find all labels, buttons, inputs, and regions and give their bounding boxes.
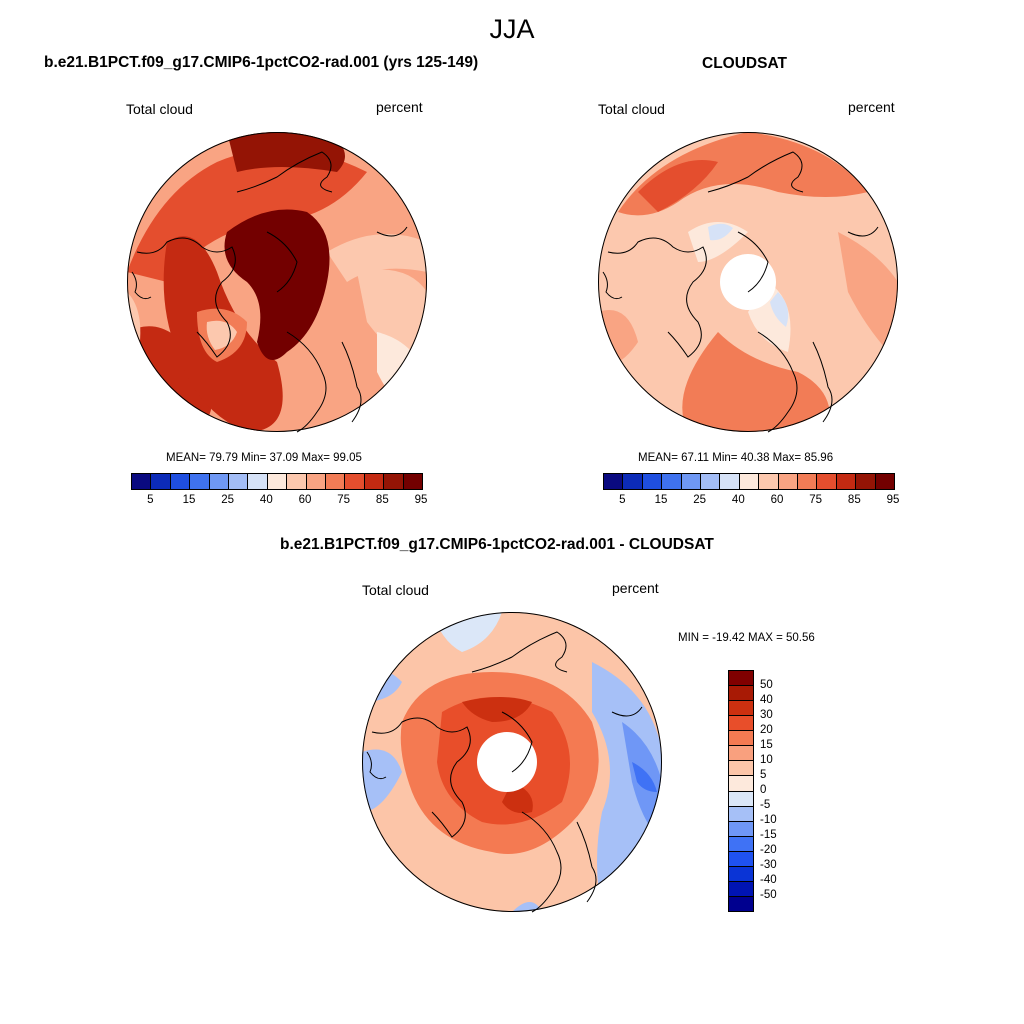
- panel-diff-colorbar: [728, 670, 754, 912]
- panel-diff-colorbar-tick-label: 0: [760, 784, 767, 796]
- panel-obs-colorbar-tick-label: 95: [886, 494, 900, 506]
- panel-model-colorbar-swatch: [306, 474, 327, 489]
- panel-diff-colorbar-tick-label: -10: [760, 814, 777, 826]
- panel-diff-colorbar-swatch: [729, 791, 753, 807]
- panel-diff-units-label: percent: [612, 580, 659, 596]
- panel-obs-colorbar-tick-label: 85: [847, 494, 861, 506]
- panel-model-colorbar-swatch: [384, 474, 404, 489]
- panel-diff-colorbar-tick-label: -50: [760, 889, 777, 901]
- panel-obs-colorbar-swatch: [701, 474, 721, 489]
- panel-model-colorbar-swatch: [209, 474, 230, 489]
- panel-obs-colorbar-swatch: [642, 474, 663, 489]
- panel-obs-units-label: percent: [848, 99, 895, 115]
- panel-model-colorbar-swatch: [248, 474, 268, 489]
- panel-diff-colorbar-tick-label: -30: [760, 859, 777, 871]
- panel-model-colorbar-tick-label: 40: [259, 494, 273, 506]
- panel-obs-left-label: Total cloud: [598, 101, 665, 117]
- panel-diff-title: b.e21.B1PCT.f09_g17.CMIP6-1pctCO2-rad.00…: [280, 536, 714, 553]
- panel-obs-colorbar-swatch: [759, 474, 779, 489]
- panel-obs-colorbar-swatch: [778, 474, 799, 489]
- panel-obs-colorbar-tick-label: 40: [731, 494, 745, 506]
- panel-obs-colorbar-tick-label: 5: [619, 494, 626, 506]
- panel-model-colorbar-swatch: [345, 474, 365, 489]
- panel-model-colorbar-swatch: [287, 474, 307, 489]
- panel-diff-colorbar-swatch: [729, 746, 753, 762]
- panel-obs-colorbar: [603, 473, 895, 490]
- panel-diff-colorbar-tick-label: 5: [760, 769, 767, 781]
- panel-model-stats: MEAN= 79.79 Min= 37.09 Max= 99.05: [166, 452, 362, 464]
- panel-diff-colorbar-swatch: [729, 716, 753, 732]
- panel-model-colorbar-swatch: [267, 474, 288, 489]
- panel-model-units-label: percent: [376, 99, 423, 115]
- panel-obs-colorbar-swatch: [623, 474, 643, 489]
- figure-title: JJA: [489, 14, 535, 44]
- panel-model-polar-map: [127, 132, 427, 433]
- panel-obs-colorbar-swatch: [720, 474, 740, 489]
- panel-diff-colorbar-tick-label: 20: [760, 724, 773, 736]
- panel-obs-colorbar-swatch: [817, 474, 837, 489]
- panel-diff-colorbar-swatch: [729, 701, 753, 717]
- panel-model-colorbar-tick-label: 15: [182, 494, 196, 506]
- panel-model-colorbar-swatch: [364, 474, 385, 489]
- panel-model-colorbar-swatch: [132, 474, 152, 489]
- panel-diff-colorbar-tick-label: 30: [760, 709, 773, 721]
- panel-diff-colorbar-tick-label: -5: [760, 799, 771, 811]
- panel-obs-colorbar-swatch: [739, 474, 760, 489]
- panel-obs-colorbar-swatch: [856, 474, 876, 489]
- panel-diff-colorbar-tick-label: -40: [760, 874, 777, 886]
- panel-model-left-label: Total cloud: [126, 101, 193, 117]
- panel-diff-colorbar-swatch: [729, 866, 753, 882]
- panel-obs-colorbar-swatch: [681, 474, 702, 489]
- panel-diff-colorbar-swatch: [729, 686, 753, 702]
- panel-obs-colorbar-swatch: [662, 474, 682, 489]
- panel-diff-colorbar-tick-label: 15: [760, 739, 773, 751]
- panel-diff-colorbar-swatch: [729, 761, 753, 777]
- panel-obs-colorbar-tick-label: 75: [809, 494, 823, 506]
- panel-diff-colorbar-swatch: [729, 896, 753, 911]
- panel-model-colorbar-tick-label: 25: [221, 494, 235, 506]
- panel-diff-colorbar-swatch: [729, 881, 753, 897]
- panel-model-title: b.e21.B1PCT.f09_g17.CMIP6-1pctCO2-rad.00…: [44, 54, 479, 71]
- panel-diff-colorbar-swatch: [729, 731, 753, 747]
- panel-diff-colorbar-swatch: [729, 776, 753, 792]
- panel-diff-colorbar-swatch: [729, 671, 753, 687]
- panel-obs-colorbar-tick-label: 60: [770, 494, 784, 506]
- panel-model-colorbar-swatch: [151, 474, 171, 489]
- panel-model-colorbar-swatch: [229, 474, 249, 489]
- panel-diff-colorbar-tick-label: -15: [760, 829, 777, 841]
- panel-model-colorbar-swatch: [403, 474, 423, 489]
- panel-obs-colorbar-swatch: [836, 474, 857, 489]
- panel-diff-colorbar-swatch: [729, 806, 753, 822]
- panel-obs-colorbar-tick-label: 25: [693, 494, 707, 506]
- panel-model-colorbar-swatch: [326, 474, 346, 489]
- panel-diff-colorbar-ticks: 50 40 30 20 15 10 5 0 -5 -10 -15 -20 -30 -40 -50: [760, 670, 800, 910]
- panel-obs-polar-map: [598, 132, 898, 433]
- panel-diff-colorbar-swatch: [729, 836, 753, 852]
- panel-model-colorbar-swatch: [190, 474, 210, 489]
- panel-obs-colorbar-swatch: [798, 474, 818, 489]
- panel-diff-left-label: Total cloud: [362, 582, 429, 598]
- panel-model-colorbar-tick-label: 85: [375, 494, 389, 506]
- panel-model-colorbar: [131, 473, 423, 490]
- panel-obs-colorbar-swatch: [875, 474, 895, 489]
- panel-obs-colorbar-ticks: 5 15 25 40 60 75 85 95: [603, 494, 899, 510]
- panel-diff-stats: MIN = -19.42 MAX = 50.56: [678, 632, 815, 644]
- panel-model-colorbar-tick-label: 5: [147, 494, 154, 506]
- panel-model-colorbar-swatch: [170, 474, 191, 489]
- panel-obs-colorbar-swatch: [604, 474, 624, 489]
- panel-diff-colorbar-tick-label: 50: [760, 679, 773, 691]
- panel-obs-colorbar-tick-label: 15: [654, 494, 668, 506]
- panel-diff-colorbar-swatch: [729, 851, 753, 867]
- panel-obs-stats: MEAN= 67.11 Min= 40.38 Max= 85.96: [638, 452, 834, 464]
- panel-diff-colorbar-swatch: [729, 821, 753, 837]
- panel-diff-colorbar-tick-label: -20: [760, 844, 777, 856]
- panel-model-colorbar-tick-label: 95: [414, 494, 428, 506]
- panel-diff-colorbar-tick-label: 40: [760, 694, 773, 706]
- panel-diff-polar-map: [362, 612, 662, 913]
- panel-diff-colorbar-tick-label: 10: [760, 754, 773, 766]
- panel-model-colorbar-tick-label: 75: [337, 494, 351, 506]
- panel-model-colorbar-ticks: 5 15 25 40 60 75 85 95: [131, 494, 427, 510]
- panel-model-colorbar-tick-label: 60: [298, 494, 312, 506]
- panel-obs-title: CLOUDSAT: [702, 55, 787, 72]
